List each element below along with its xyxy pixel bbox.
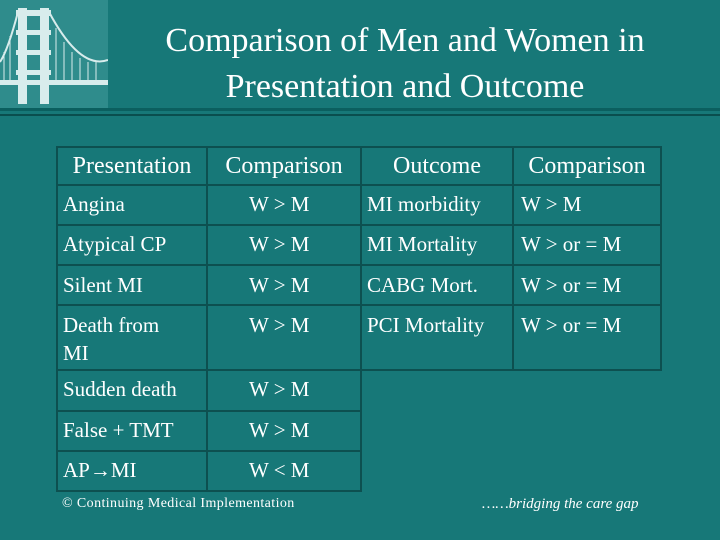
table-cell-outcome: CABG Mort.	[367, 273, 478, 297]
table-cell-comparison: W > or = M	[521, 313, 622, 337]
table-cell-presentation: Angina	[63, 192, 125, 216]
table-cell-presentation: Silent MI	[63, 273, 143, 297]
table-border-header	[56, 184, 662, 186]
header-outcome: Outcome	[393, 153, 481, 179]
table-col-line	[360, 146, 362, 492]
table-cell-presentation: AP→MI	[63, 458, 137, 482]
table-cell-presentation: Atypical CP	[63, 232, 167, 256]
table-cell-comparison: W > or = M	[521, 273, 622, 297]
title-divider-secondary	[0, 114, 720, 116]
title-line-1: Comparison of Men and Women in	[165, 22, 645, 59]
title-divider	[0, 108, 720, 111]
table-cell-comparison: W > M	[521, 192, 582, 216]
table-cell-presentation: MI	[63, 341, 89, 365]
table-cell-presentation: False + TMT	[63, 418, 174, 442]
table-cell-comparison: W > M	[249, 313, 310, 337]
table-row-line	[56, 450, 361, 452]
table-cell-outcome: PCI Mortality	[367, 313, 485, 337]
table-cell-comparison: W > M	[249, 232, 310, 256]
table-cell-comparison: W > M	[249, 377, 310, 401]
table-row-line	[56, 410, 361, 412]
table-cell-comparison: W > or = M	[521, 232, 622, 256]
table-cell-comparison: W > M	[249, 192, 310, 216]
table-cell-comparison: W < M	[249, 458, 310, 482]
footer-tagline: ……bridging the care gap	[482, 496, 639, 512]
table-row-line	[56, 369, 662, 371]
golden-gate-bridge-icon	[0, 0, 109, 108]
title-line-2: Presentation and Outcome	[225, 68, 585, 105]
slide-title: Comparison of Men and Women in Presentat…	[108, 18, 702, 110]
footer-copyright: © Continuing Medical Implementation	[62, 496, 295, 511]
table-cell-presentation: Sudden death	[63, 377, 177, 401]
table-row-line	[56, 264, 662, 266]
header-presentation: Presentation	[72, 153, 192, 179]
table-cell-comparison: W > M	[249, 418, 310, 442]
header-comparison-1: Comparison	[225, 153, 343, 179]
table-border-bottom	[56, 490, 361, 492]
table-cell-presentation: Death from	[63, 313, 160, 337]
table-col-line	[512, 146, 514, 371]
table-border-left	[56, 146, 58, 492]
table-row-line	[56, 224, 662, 226]
table-cell-outcome: MI morbidity	[367, 192, 481, 216]
table-cell-outcome: MI Mortality	[367, 232, 478, 256]
table-cell-comparison: W > M	[249, 273, 310, 297]
table-border-top	[56, 146, 662, 148]
table-col-line	[206, 146, 208, 492]
table-row-line	[56, 304, 662, 306]
header-comparison-2: Comparison	[528, 153, 646, 179]
table-border-right	[660, 146, 662, 371]
